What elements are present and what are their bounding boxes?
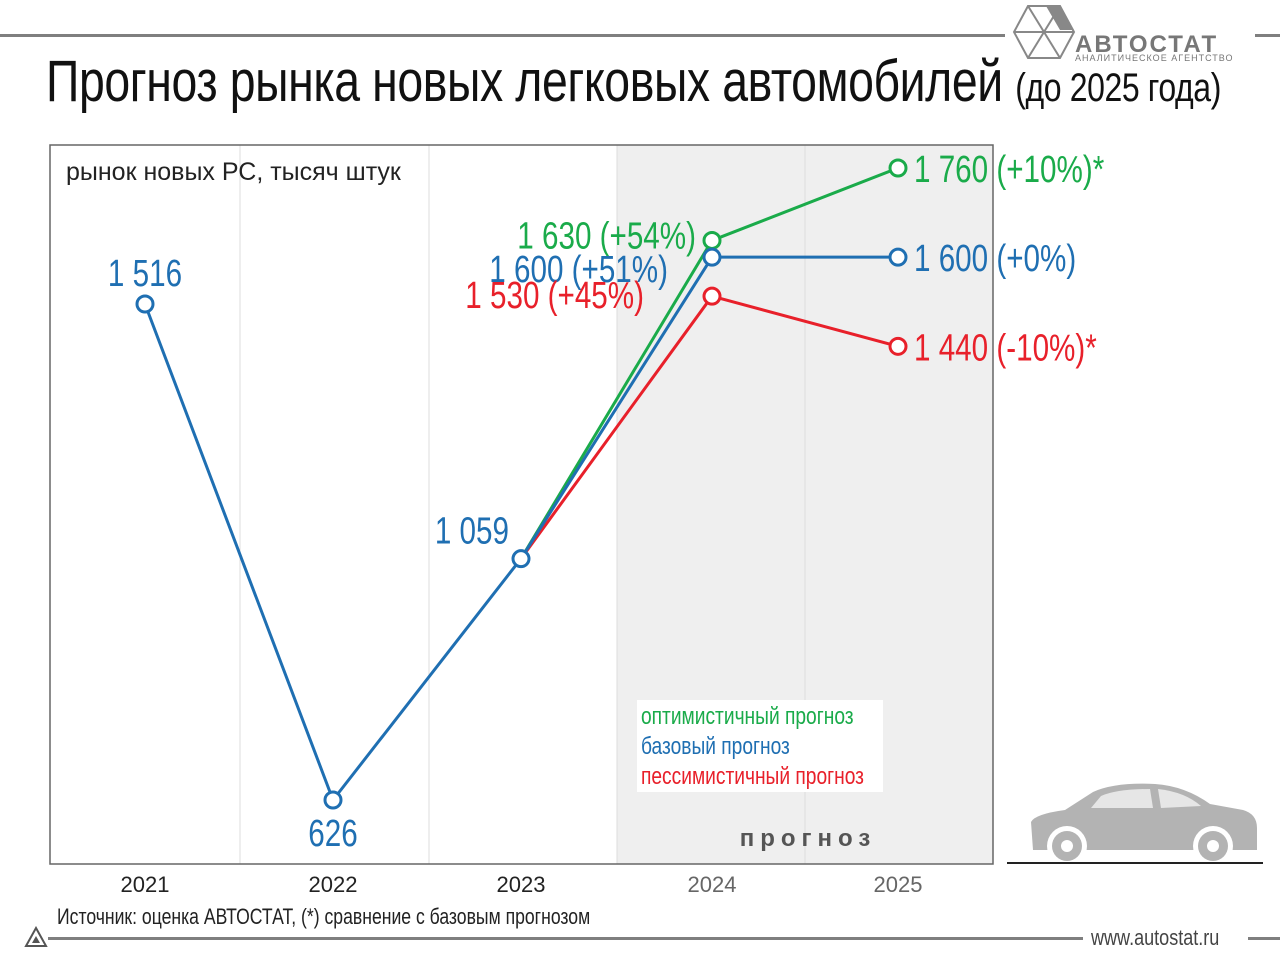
autostat-logo-icon [1012,5,1076,59]
data-point [323,790,343,810]
data-point [702,286,722,306]
legend-entry: оптимистичный прогноз [641,702,854,730]
data-label: 1 516 [108,253,182,295]
forecast-label: прогноз [740,825,877,852]
car-icon [1007,783,1263,866]
x-tick-label: 2023 [497,872,546,897]
data-point [702,247,722,267]
source-note: Источник: оценка АВТОСТАТ, (*) сравнение… [57,904,591,929]
triangle-logo-icon [24,926,48,947]
data-point [702,230,722,250]
y-axis-label: рынок новых РС, тысяч штук [66,158,402,186]
page-title: Прогноз рынка новых легковых автомобилей… [46,48,1221,115]
bottom-rule [48,937,1083,940]
top-rule-right [1255,34,1280,37]
data-point [888,158,908,178]
title-main: Прогноз рынка новых легковых автомобилей [46,49,1003,114]
data-point [888,247,908,267]
data-point [135,294,155,314]
data-label: 1 630 (+54%) [517,215,696,257]
data-label: 1 600 (+51%) [489,249,668,291]
legend-entry: базовый прогноз [641,732,790,760]
data-point [511,549,531,569]
data-label: 1 440 (-10%)* [914,327,1097,369]
data-label: 1 760 (+10%)* [914,149,1104,191]
data-label: 1 530 (+45%) [465,275,644,317]
data-point [888,336,908,356]
x-tick-label: 2025 [874,872,923,897]
x-tick-label: 2024 [688,872,737,897]
title-suffix: (до 2025 года) [1015,66,1221,110]
logo-tagline: АНАЛИТИЧЕСКОЕ АГЕНТСТВО [1075,53,1234,63]
x-tick-label: 2022 [309,872,358,897]
plot-frame [49,144,994,865]
data-label: 1 059 [435,510,509,552]
data-label: 626 [308,813,357,855]
data-label: 1 600 (+0%) [914,238,1076,280]
logo-name: АВТОСТАТ [1075,31,1219,58]
top-rule [0,34,1005,37]
website-link[interactable]: www.autostat.ru [1091,925,1220,950]
legend-box [637,700,883,792]
bottom-rule-right [1248,937,1280,940]
x-tick-label: 2021 [121,872,170,897]
legend-entry: пессимистичный прогноз [641,762,864,790]
